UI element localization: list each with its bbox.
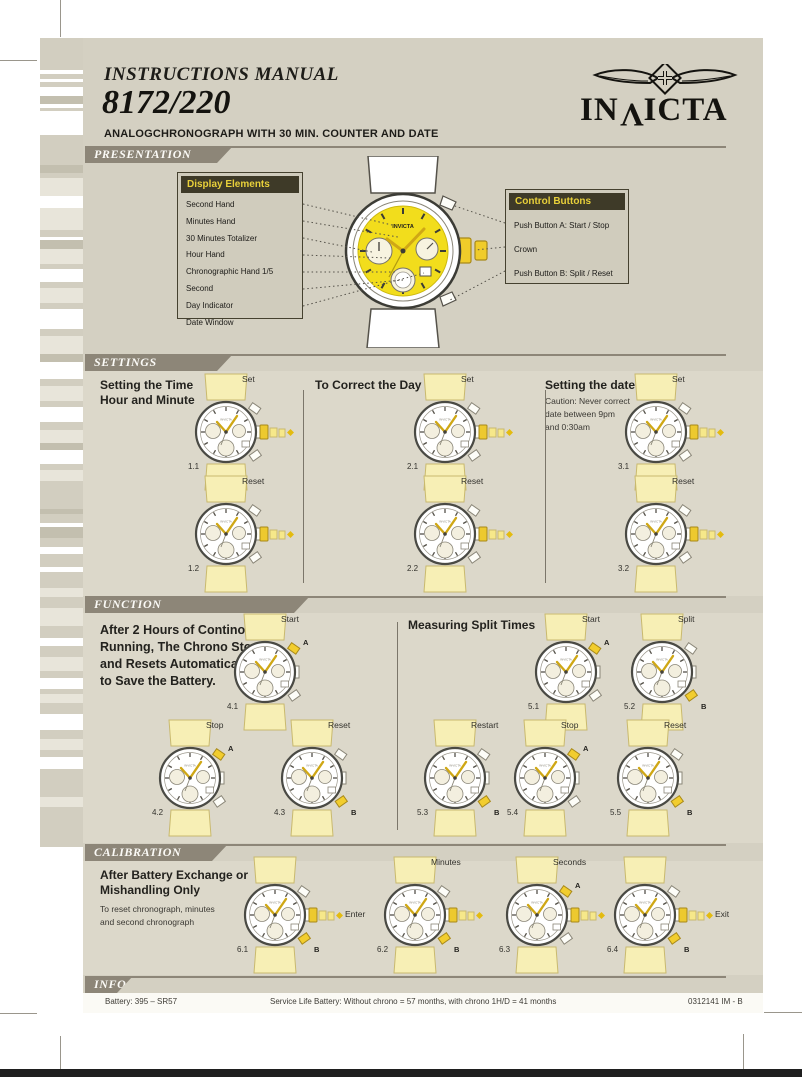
- section-rule: [85, 146, 726, 148]
- display-element-item: Second Hand: [186, 200, 235, 209]
- display-elements-title: Display Elements: [181, 176, 299, 193]
- presentation-watch-illustration: INVICTA: [344, 156, 488, 348]
- crop-mark: [60, 1036, 61, 1069]
- settings-col1-heading: Setting the Time Hour and Minute: [100, 378, 195, 407]
- section-banner-presentation: PRESENTATION: [85, 146, 233, 163]
- column-divider: [545, 390, 546, 583]
- column-divider: [303, 390, 304, 583]
- control-button-item: Push Button B: Split / Reset: [514, 269, 613, 278]
- section-banner-function: FUNCTION: [85, 596, 310, 613]
- display-elements-box: Display Elements Second Hand Minutes Hand…: [177, 172, 303, 327]
- manual-subtitle: ANALOGCHRONOGRAPH WITH 30 MIN. COUNTER A…: [104, 128, 439, 140]
- document-code: 0312141 IM - B: [688, 997, 743, 1006]
- control-button-item: Push Button A: Start / Stop: [514, 221, 610, 230]
- settings-col3-heading: Setting the date: [545, 378, 636, 392]
- brand-logotype: INVICTA: [580, 92, 728, 132]
- crop-mark: [60, 0, 61, 37]
- section-banner-calibration: CALIBRATION: [85, 844, 228, 861]
- settings-col2-heading: To Correct the Day: [315, 378, 422, 392]
- section-banner-settings: SETTINGS: [85, 354, 233, 371]
- manual-title: INSTRUCTIONS MANUAL: [104, 64, 339, 85]
- section-banner-info: INFO: [85, 976, 133, 993]
- crop-mark: [743, 1034, 744, 1069]
- function-split-heading: Measuring Split Times: [408, 618, 536, 632]
- calibration-note: To reset chronograph, minutes and second…: [100, 904, 215, 927]
- info-band: [83, 993, 763, 1013]
- control-buttons-box: Control Buttons Push Button A: Start / S…: [505, 189, 629, 284]
- section-rule: [85, 976, 726, 978]
- crop-mark: [764, 1012, 802, 1013]
- model-number: 8172/220: [102, 84, 231, 121]
- control-buttons-list: Push Button A: Start / Stop Crown Push But…: [506, 214, 628, 286]
- display-element-item: Minutes Hand: [186, 216, 236, 226]
- control-button-item: Crown: [514, 245, 538, 254]
- battery-spec: Battery: 395 – SR57: [105, 997, 178, 1006]
- control-buttons-title: Control Buttons: [509, 193, 625, 210]
- function-auto-reset-note: After 2 Hours of Continous Running, The …: [100, 623, 266, 688]
- svg-text:INVICTA: INVICTA: [392, 224, 414, 230]
- scan-stripe-strip: [40, 38, 83, 1033]
- display-element-item: Date Window: [186, 317, 234, 327]
- section-rule: [85, 844, 726, 846]
- settings-date-caution: Caution: Never correct date between 9pm …: [545, 396, 631, 432]
- calibration-heading: After Battery Exchange or Mishandling On…: [100, 868, 249, 897]
- display-element-item: Hour Hand: [186, 250, 225, 260]
- section-rule: [85, 596, 726, 598]
- crop-mark: [0, 1013, 37, 1014]
- crop-mark: [0, 60, 37, 61]
- scan-bottom-bar: [0, 1069, 802, 1077]
- section-rule: [85, 354, 726, 356]
- column-divider: [397, 622, 398, 830]
- display-element-item: Day Indicator: [186, 300, 234, 310]
- display-element-item: 30 Minutes Totalizer: [186, 233, 257, 243]
- invicta-wings-icon: [592, 64, 738, 95]
- display-element-item: Chronographic Hand 1/5 Second: [186, 267, 274, 293]
- display-elements-list: Second Hand Minutes Hand 30 Minutes Totali…: [178, 197, 302, 331]
- service-life-spec: Service Life Battery: Without chrono = 5…: [270, 997, 557, 1006]
